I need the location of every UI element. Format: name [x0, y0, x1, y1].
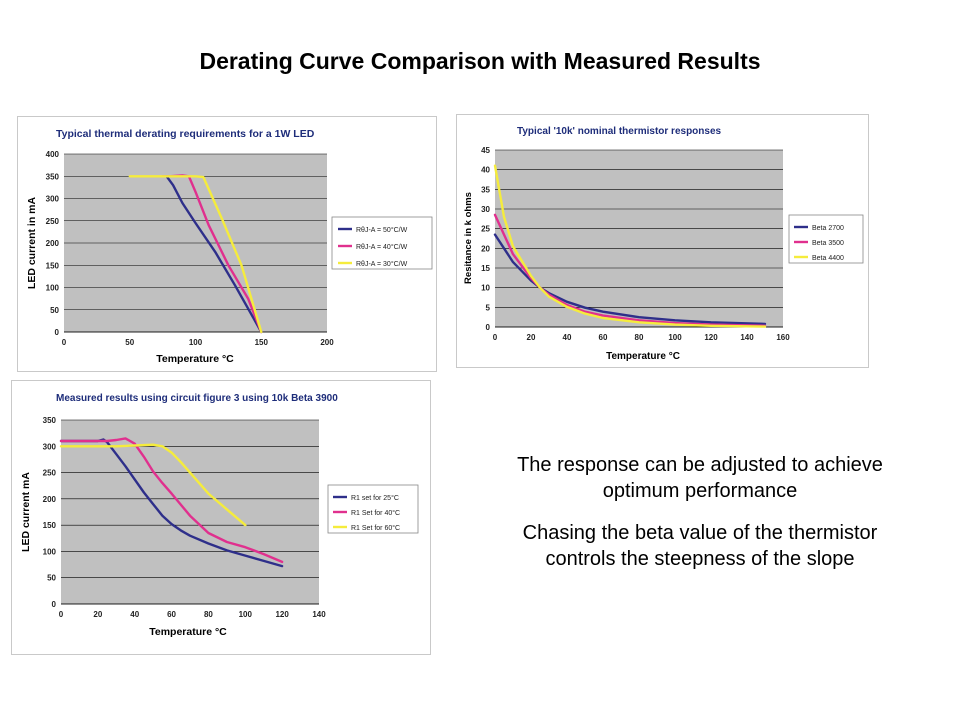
x-axis-label: Temperature °C: [149, 626, 227, 638]
series-line-2: [493, 213, 767, 328]
y-tick-label: 30: [481, 205, 490, 214]
legend-label-2: Beta 3500: [812, 240, 844, 247]
y-tick-label: 0: [55, 328, 60, 337]
y-axis-label: LED current mA: [20, 472, 32, 552]
legend-label-3: R1 Set for 60°C: [351, 524, 400, 532]
thermal-derating-chart-svg: Typical thermal derating requirements fo…: [26, 128, 433, 365]
y-tick-label: 15: [481, 264, 490, 273]
y-tick-label: 150: [43, 521, 57, 530]
x-tick-label: 20: [527, 333, 536, 342]
x-tick-label: 120: [275, 610, 289, 619]
legend-box: [788, 214, 864, 264]
x-tick-label: 50: [125, 338, 134, 347]
x-tick-label: 160: [776, 333, 790, 342]
x-tick-label: 100: [668, 333, 682, 342]
x-tick-label: 0: [59, 610, 64, 619]
y-tick-label: 300: [46, 195, 60, 204]
plot-area: [495, 150, 783, 327]
legend-label-3: RθJ-A = 30°C/W: [356, 260, 408, 268]
measured-results-chart: Measured results using circuit figure 3 …: [11, 380, 431, 655]
x-tick-label: 150: [255, 338, 269, 347]
thermal-derating-chart: Typical thermal derating requirements fo…: [17, 116, 437, 372]
thermistor-response-chart: Typical '10k' nominal thermistor respons…: [456, 114, 869, 368]
body-paragraph-2: Chasing the beta value of the thermistor…: [522, 522, 878, 570]
y-tick-label: 200: [43, 495, 57, 504]
y-tick-label: 45: [481, 146, 490, 155]
y-tick-label: 50: [50, 306, 59, 315]
y-tick-label: 25: [481, 225, 490, 234]
x-axis-label: Temperature °C: [606, 351, 680, 362]
y-tick-label: 200: [46, 239, 60, 248]
y-axis-label: LED current in mA: [26, 196, 38, 289]
y-tick-label: 10: [481, 284, 490, 293]
thermistor-response-chart-svg: Typical '10k' nominal thermistor respons…: [463, 126, 864, 362]
x-tick-label: 40: [130, 610, 139, 619]
x-tick-label: 100: [239, 610, 253, 619]
y-tick-label: 0: [52, 600, 57, 609]
series-line-1: [165, 175, 263, 334]
series-line-3: [59, 443, 247, 527]
x-tick-label: 140: [740, 333, 754, 342]
y-tick-label: 250: [43, 469, 57, 478]
y-tick-label: 350: [46, 172, 60, 181]
x-tick-label: 0: [493, 333, 498, 342]
measured-results-chart-svg: Measured results using circuit figure 3 …: [20, 393, 419, 638]
y-tick-label: 300: [43, 442, 57, 451]
y-tick-label: 400: [46, 150, 60, 159]
y-tick-label: 35: [481, 185, 490, 194]
legend-label-3: Beta 4400: [812, 255, 844, 262]
plot-area: [61, 420, 319, 604]
x-tick-label: 60: [599, 333, 608, 342]
x-tick-label: 140: [312, 610, 326, 619]
x-tick-label: 40: [563, 333, 572, 342]
legend-label-2: RθJ-A = 40°C/W: [356, 243, 408, 251]
y-axis-label: Resitance in k ohms: [463, 192, 474, 284]
chart-title: Measured results using circuit figure 3 …: [56, 393, 338, 404]
x-tick-label: 120: [704, 333, 718, 342]
body-paragraph-1: The response can be adjusted to achieve …: [517, 454, 883, 502]
y-tick-label: 5: [486, 303, 491, 312]
y-tick-label: 0: [486, 323, 491, 332]
y-tick-label: 350: [43, 416, 57, 425]
y-tick-label: 100: [43, 547, 57, 556]
series-line-1: [493, 233, 767, 326]
x-tick-label: 80: [204, 610, 213, 619]
x-tick-label: 80: [635, 333, 644, 342]
y-tick-label: 40: [481, 166, 490, 175]
legend-box: [331, 216, 433, 270]
legend-label-2: R1 Set for 40°C: [351, 509, 400, 517]
series-line-3: [493, 164, 767, 328]
y-tick-label: 150: [46, 261, 60, 270]
legend-box: [327, 484, 419, 534]
x-tick-label: 60: [167, 610, 176, 619]
x-tick-label: 200: [320, 338, 334, 347]
chart-title: Typical thermal derating requirements fo…: [56, 128, 315, 140]
legend-label-1: RθJ-A = 50°C/W: [356, 226, 408, 234]
y-tick-label: 100: [46, 284, 60, 293]
x-axis-label: Temperature °C: [156, 353, 234, 365]
y-tick-label: 20: [481, 244, 490, 253]
slide-title: Derating Curve Comparison with Measured …: [199, 48, 761, 74]
series-line-2: [59, 437, 284, 564]
legend-label-1: R1 set for 25°C: [351, 494, 399, 502]
legend-label-1: Beta 2700: [812, 225, 844, 232]
chart-title: Typical '10k' nominal thermistor respons…: [517, 126, 722, 137]
series-line-3: [128, 175, 263, 334]
x-tick-label: 20: [93, 610, 102, 619]
x-tick-label: 0: [62, 338, 67, 347]
x-tick-label: 100: [189, 338, 203, 347]
y-tick-label: 50: [47, 574, 56, 583]
y-tick-label: 250: [46, 217, 60, 226]
